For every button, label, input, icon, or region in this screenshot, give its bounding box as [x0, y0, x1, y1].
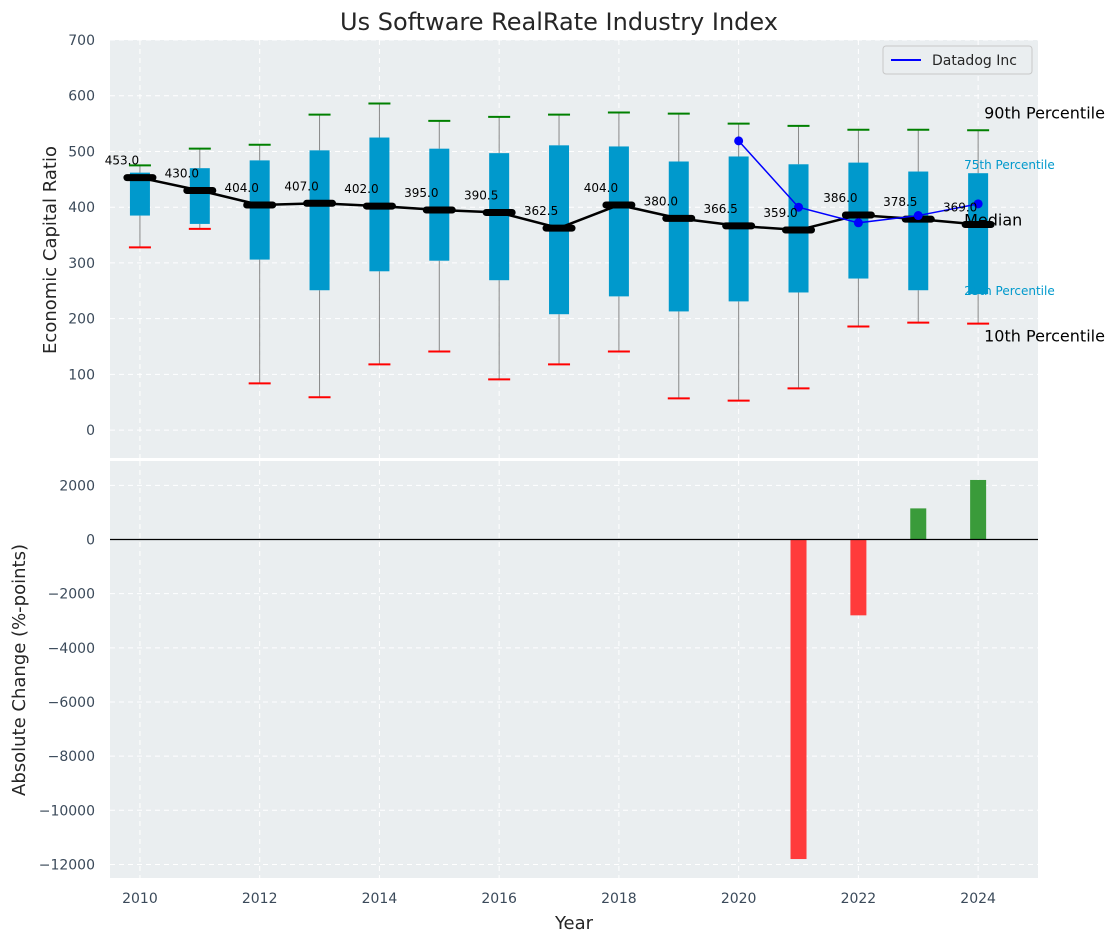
iqr-box	[129, 172, 150, 216]
y-tick-label: 2000	[59, 478, 95, 494]
company-point	[973, 199, 983, 209]
iqr-box	[309, 150, 330, 291]
median-value-label: 453.0	[105, 154, 139, 168]
annotation-median: Median	[964, 210, 1022, 229]
y-tick-label: −2000	[48, 587, 95, 603]
company-point	[913, 211, 923, 221]
bottom-plot-background	[110, 461, 1038, 878]
top-y-ticks: 0 100 200 300 400 500 600 700	[68, 33, 95, 439]
x-axis-label: Year	[554, 913, 594, 934]
boxes	[128, 102, 990, 402]
y-tick-label: 300	[68, 256, 95, 272]
iqr-box	[668, 161, 689, 312]
change-bar	[970, 479, 987, 540]
legend: Datadog Inc	[882, 45, 1033, 75]
median-value-label: 362.5	[524, 204, 558, 218]
percentile-annotations: 90th Percentile 75th Percentile Median 25th…	[964, 103, 1105, 345]
top-panel: 0 100 200 300 400 500 600 700 453.0 430.0 404.0 40…	[40, 33, 1105, 458]
median-value-label: 369.0	[943, 200, 977, 214]
median-value-labels: 453.0 430.0 404.0 407.0 402.0 395.0 390.5 362.5…	[105, 154, 978, 220]
annotation-p90: 90th Percentile	[984, 103, 1105, 122]
annotation-p10: 10th Percentile	[984, 327, 1105, 346]
y-tick-label: −12000	[39, 857, 95, 873]
median-value-label: 395.0	[404, 186, 438, 200]
chart-title: Us Software RealRate Industry Index	[340, 8, 778, 36]
median-value-label: 402.0	[344, 182, 378, 196]
change-bars	[110, 479, 1038, 860]
iqr-box	[908, 171, 929, 291]
change-bar	[850, 539, 867, 616]
company-series	[734, 136, 983, 228]
median-value-label: 407.0	[284, 179, 318, 193]
x-tick-label: 2020	[721, 891, 757, 907]
legend-label-company: Datadog Inc	[932, 53, 1017, 69]
y-tick-label: 0	[86, 423, 95, 439]
median-value-label: 390.5	[464, 188, 498, 202]
change-bar	[910, 508, 927, 540]
annotation-p75: 75th Percentile	[964, 158, 1055, 172]
y-tick-label: −6000	[48, 695, 95, 711]
iqr-box	[189, 168, 210, 224]
change-bar	[790, 539, 807, 860]
iqr-box	[249, 160, 270, 260]
legend-box	[882, 45, 1033, 75]
y-tick-label: 100	[68, 367, 95, 383]
company-point	[794, 202, 804, 212]
iqr-box	[429, 148, 450, 261]
x-tick-label: 2012	[242, 891, 278, 907]
x-tick-label: 2018	[601, 891, 637, 907]
y-tick-label: −4000	[48, 641, 95, 657]
top-y-axis-label: Economic Capital Ratio	[40, 146, 61, 354]
bottom-y-ticks: 2000 0 −2000 −4000 −6000 −8000 −10000 −12000	[39, 478, 95, 873]
iqr-box	[489, 153, 510, 281]
median-value-label: 366.5	[703, 202, 737, 216]
median-value-label: 380.0	[644, 194, 678, 208]
median-value-label: 430.0	[165, 166, 199, 180]
y-tick-label: 400	[68, 200, 95, 216]
median-value-label: 386.0	[823, 191, 857, 205]
company-point	[734, 136, 744, 146]
bottom-panel: 2000 0 −2000 −4000 −6000 −8000 −10000 −12000 20…	[9, 461, 1038, 934]
median-value-label: 359.0	[763, 206, 797, 220]
x-tick-label: 2016	[481, 891, 517, 907]
y-tick-label: 200	[68, 312, 95, 328]
y-tick-label: 500	[68, 144, 95, 160]
y-tick-label: 700	[68, 33, 95, 49]
y-tick-label: 0	[86, 533, 95, 549]
x-ticks: 2010 2012 2014 2016 2018 2020 2022 2024	[122, 891, 996, 907]
top-plot-background	[110, 40, 1038, 458]
median-value-label: 404.0	[224, 181, 258, 195]
median-value-label: 404.0	[584, 181, 618, 195]
x-tick-label: 2014	[362, 891, 398, 907]
x-tick-label: 2024	[960, 891, 996, 907]
iqr-box	[608, 146, 629, 297]
company-point	[853, 218, 863, 228]
annotation-p25: 25th Percentile	[964, 284, 1055, 298]
median-line-group	[123, 174, 995, 234]
bottom-y-axis-label: Absolute Change (%-points)	[9, 544, 30, 796]
x-tick-label: 2022	[841, 891, 877, 907]
y-tick-label: −10000	[39, 803, 95, 819]
iqr-box	[968, 173, 989, 295]
median-value-label: 378.5	[883, 195, 917, 209]
y-tick-label: −8000	[48, 749, 95, 765]
x-tick-label: 2010	[122, 891, 158, 907]
y-tick-label: 600	[68, 89, 95, 105]
